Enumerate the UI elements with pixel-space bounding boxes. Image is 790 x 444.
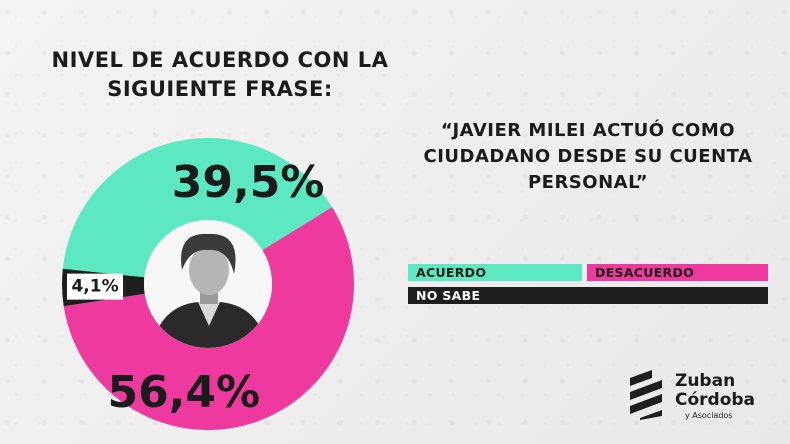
value-label-desacuerdo: 56,4% xyxy=(107,367,260,418)
legend: ACUERDO DESACUERDO NO SABE xyxy=(408,262,768,306)
brand-mark-icon xyxy=(630,370,662,420)
brand-name-line1: Zuban xyxy=(675,371,736,391)
value-label-acuerdo: 39,5% xyxy=(172,157,325,208)
brand-logo: Zuban Córdoba y Asociados xyxy=(626,366,766,422)
legend-desacuerdo: DESACUERDO xyxy=(587,264,768,281)
label-box-no-sabe xyxy=(67,273,124,300)
slice-desacuerdo xyxy=(63,207,355,430)
brand-name-line2: Córdoba xyxy=(675,390,756,410)
chart-title: NIVEL DE ACUERDO CON LA SIGUIENTE FRASE: xyxy=(51,48,389,101)
brand-tagline: y Asociados xyxy=(685,411,733,420)
slice-acuerdo xyxy=(62,137,333,278)
quoted-phrase: “JAVIER MILEI ACTUÓ COMO CIUDADANO DESDE… xyxy=(423,120,753,193)
legend-acuerdo: ACUERDO xyxy=(408,264,582,281)
legend-no-sabe: NO SABE xyxy=(408,287,768,304)
value-label-no-sabe: 4,1% xyxy=(71,277,118,297)
brand-name: Zuban Córdoba xyxy=(675,372,755,410)
